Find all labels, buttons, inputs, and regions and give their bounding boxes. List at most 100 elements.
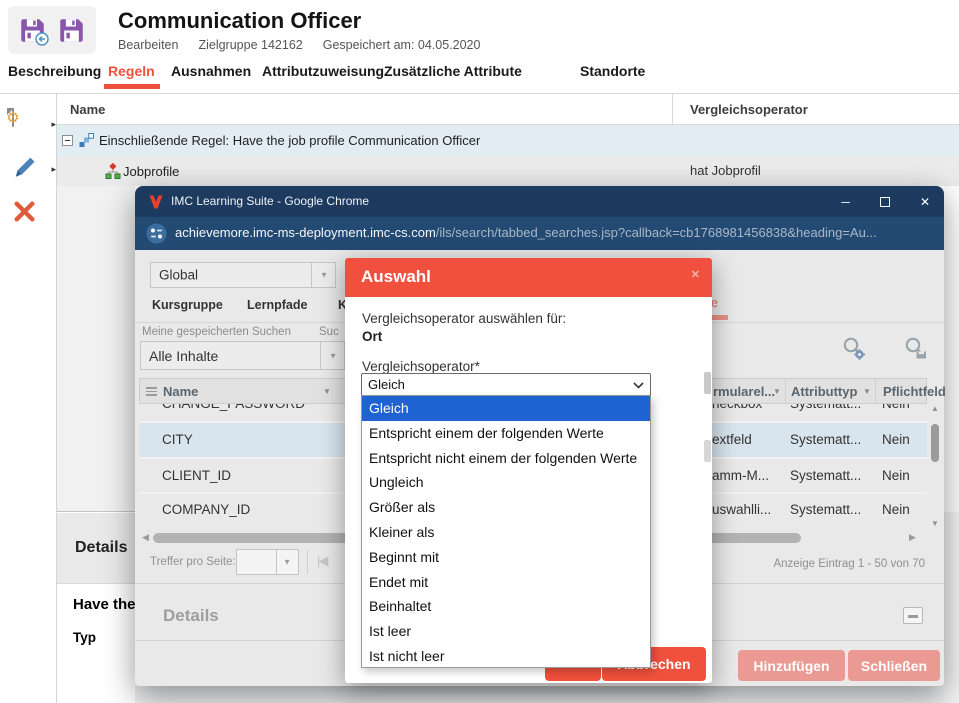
modal-scrollbar-mark[interactable] [704, 372, 711, 394]
option-ungleich[interactable]: Ungleich [369, 474, 424, 491]
scroll-up-icon[interactable]: ▲ [931, 404, 939, 413]
page-title: Communication Officer [118, 8, 362, 33]
scope-select-value: Global [159, 267, 199, 283]
modal-subject: Ort [362, 329, 383, 344]
option-entspricht-einem[interactable]: Entspricht einem der folgenden Werte [369, 424, 604, 441]
option-endet-mit[interactable]: Endet mit [369, 573, 429, 590]
chrome-url-bar[interactable]: achievemore.imc-ms-deployment.imc-cs.com… [135, 217, 944, 250]
grid-col-pflichtfeld[interactable]: Pflichtfeld [883, 384, 946, 399]
scroll-right-icon[interactable]: ▶ [909, 532, 916, 542]
url-text[interactable]: achievemore.imc-ms-deployment.imc-cs.com… [175, 225, 877, 240]
imc-logo-icon [149, 195, 163, 209]
collapse-icon[interactable] [62, 135, 73, 146]
grid-vertical-scrollbar[interactable]: ▲ ▼ [929, 404, 941, 528]
table-row-rule[interactable]: Einschließende Regel: Have the job profi… [57, 125, 959, 156]
rule-icon [79, 133, 94, 147]
jobprofile-hierarchy-icon [105, 163, 121, 179]
save-and-back-button[interactable] [19, 17, 50, 46]
option-kleiner-als[interactable]: Kleiner als [369, 523, 435, 540]
per-page-select[interactable]: ▼ [236, 549, 299, 575]
scope-select[interactable]: Global ▼ [150, 262, 336, 288]
option-beginnt-mit[interactable]: Beginnt mit [369, 548, 440, 565]
meta-edit[interactable]: Bearbeiten [118, 38, 179, 52]
modal-close-icon[interactable]: ✕ [690, 269, 700, 281]
option-ist-leer[interactable]: Ist leer [369, 623, 412, 640]
sort-icon[interactable]: ▼ [773, 387, 781, 396]
new-rule-button[interactable]: ⚙ ▸ [6, 108, 56, 143]
site-info-icon[interactable] [146, 223, 167, 244]
modal-title: Auswahl [361, 267, 431, 286]
saved-searches-label: Meine gespeicherten Suchen [142, 326, 291, 338]
schliessen-button[interactable]: Schließen [848, 650, 940, 681]
grid-row-company-id[interactable]: COMPANY_ID uswahlli... Systematt... Nein [139, 494, 927, 526]
save-actions-group [8, 6, 96, 54]
chrome-tab-lernpfade[interactable]: Lernpfade [247, 298, 308, 312]
advanced-search-icon[interactable] [841, 336, 866, 361]
save-icon [59, 18, 83, 42]
cell-type: Systematt... [790, 502, 862, 517]
url-path: /ils/search/tabbed_searches.jsp?callback… [435, 225, 877, 240]
grid-row-client-id[interactable]: CLIENT_ID amm-M... Systematt... Nein [139, 459, 927, 492]
hinzufuegen-button[interactable]: Hinzufügen [738, 650, 845, 681]
operator-select-value: Gleich [368, 377, 405, 392]
tab-beschreibung[interactable]: Beschreibung [8, 63, 102, 79]
chevron-down-icon [633, 382, 644, 389]
tab-zusaetzliche-attribute[interactable]: Zusätzliche Attribute [384, 63, 522, 79]
cell-required: Nein [882, 404, 910, 411]
search-term-label-fragment: Suc [319, 326, 339, 338]
grid-col-formularelement[interactable]: rmularel... [713, 384, 776, 399]
background-sliver [944, 512, 959, 703]
scrollbar-thumb[interactable] [931, 424, 939, 462]
scroll-down-icon[interactable]: ▼ [931, 519, 939, 528]
tab-ausnahmen[interactable]: Ausnahmen [171, 63, 252, 79]
chrome-active-tab-fragment[interactable]: e [711, 296, 718, 310]
col-vergleichsoperator[interactable]: Vergleichsoperator [690, 102, 808, 117]
tab-regeln[interactable]: Regeln [108, 63, 155, 79]
sort-icon[interactable]: ▼ [323, 387, 331, 396]
table-row-jobprofile[interactable]: Jobprofile hat Jobprofil [57, 156, 959, 186]
edit-rule-button[interactable]: ▸ [12, 154, 56, 188]
cell-name: CLIENT_ID [162, 468, 232, 483]
chrome-tab-kursgruppe[interactable]: Kursgruppe [152, 298, 223, 312]
collapse-details-icon[interactable] [903, 607, 923, 624]
delete-rule-button[interactable] [12, 199, 52, 233]
save-button[interactable] [58, 17, 85, 44]
menu-icon[interactable] [146, 387, 157, 398]
operator-dropdown-list: Gleich Entspricht einem der folgenden We… [361, 395, 651, 668]
tab-attributzuweisung[interactable]: Attributzuweisung [262, 63, 385, 79]
cell-required: Nein [882, 502, 910, 517]
grid-col-name[interactable]: Name [163, 384, 199, 399]
cell-required: Nein [882, 468, 910, 483]
option-beinhaltet[interactable]: Beinhaltet [369, 598, 432, 615]
scroll-left-icon[interactable]: ◀ [142, 532, 149, 542]
col-name[interactable]: Name [70, 102, 106, 117]
cell-required: Nein [882, 432, 910, 447]
saved-searches-select[interactable]: Alle Inhalte ▼ [140, 341, 345, 370]
flyout-arrow-icon: ▸ [51, 164, 56, 174]
result-range-label: Anzeige Eintrag 1 - 50 von 70 [773, 558, 925, 570]
operator-select[interactable]: Gleich [361, 373, 651, 396]
maximize-button[interactable] [879, 196, 890, 207]
chevron-down-icon: ▼ [320, 270, 328, 280]
modal-cancel-button[interactable]: Abbrechen [602, 647, 706, 681]
sort-icon[interactable]: ▼ [863, 387, 871, 396]
modal-scrollbar-mark[interactable] [704, 440, 711, 462]
jobprofile-operator: hat Jobprofil [690, 163, 761, 178]
cell-type: Systematt... [790, 432, 862, 447]
close-window-button[interactable]: ✕ [919, 194, 930, 209]
save-search-icon[interactable] [903, 336, 928, 361]
minimize-button[interactable]: ─ [841, 194, 850, 209]
type-label: Typ [73, 630, 96, 645]
grid-row-change-password[interactable]: CHANGE_PASSWORD heckbox Systematt... Nei… [139, 404, 927, 421]
option-groesser-als[interactable]: Größer als [369, 499, 436, 516]
option-ist-nicht-leer[interactable]: Ist nicht leer [369, 647, 445, 664]
grid-col-attributtyp[interactable]: Attributtyp [791, 384, 858, 399]
option-entspricht-nicht[interactable]: Entspricht nicht einem der folgenden Wer… [369, 449, 638, 466]
first-page-icon[interactable]: |◀ [317, 553, 328, 568]
chrome-details-heading: Details [163, 606, 219, 625]
tab-standorte[interactable]: Standorte [580, 63, 646, 79]
main-details-panel: Have the Typ [57, 583, 136, 703]
option-gleich[interactable]: Gleich [362, 396, 650, 421]
back-arrow-badge-icon [35, 31, 50, 46]
chrome-titlebar[interactable]: IMC Learning Suite - Google Chrome ─ ✕ [135, 186, 944, 217]
